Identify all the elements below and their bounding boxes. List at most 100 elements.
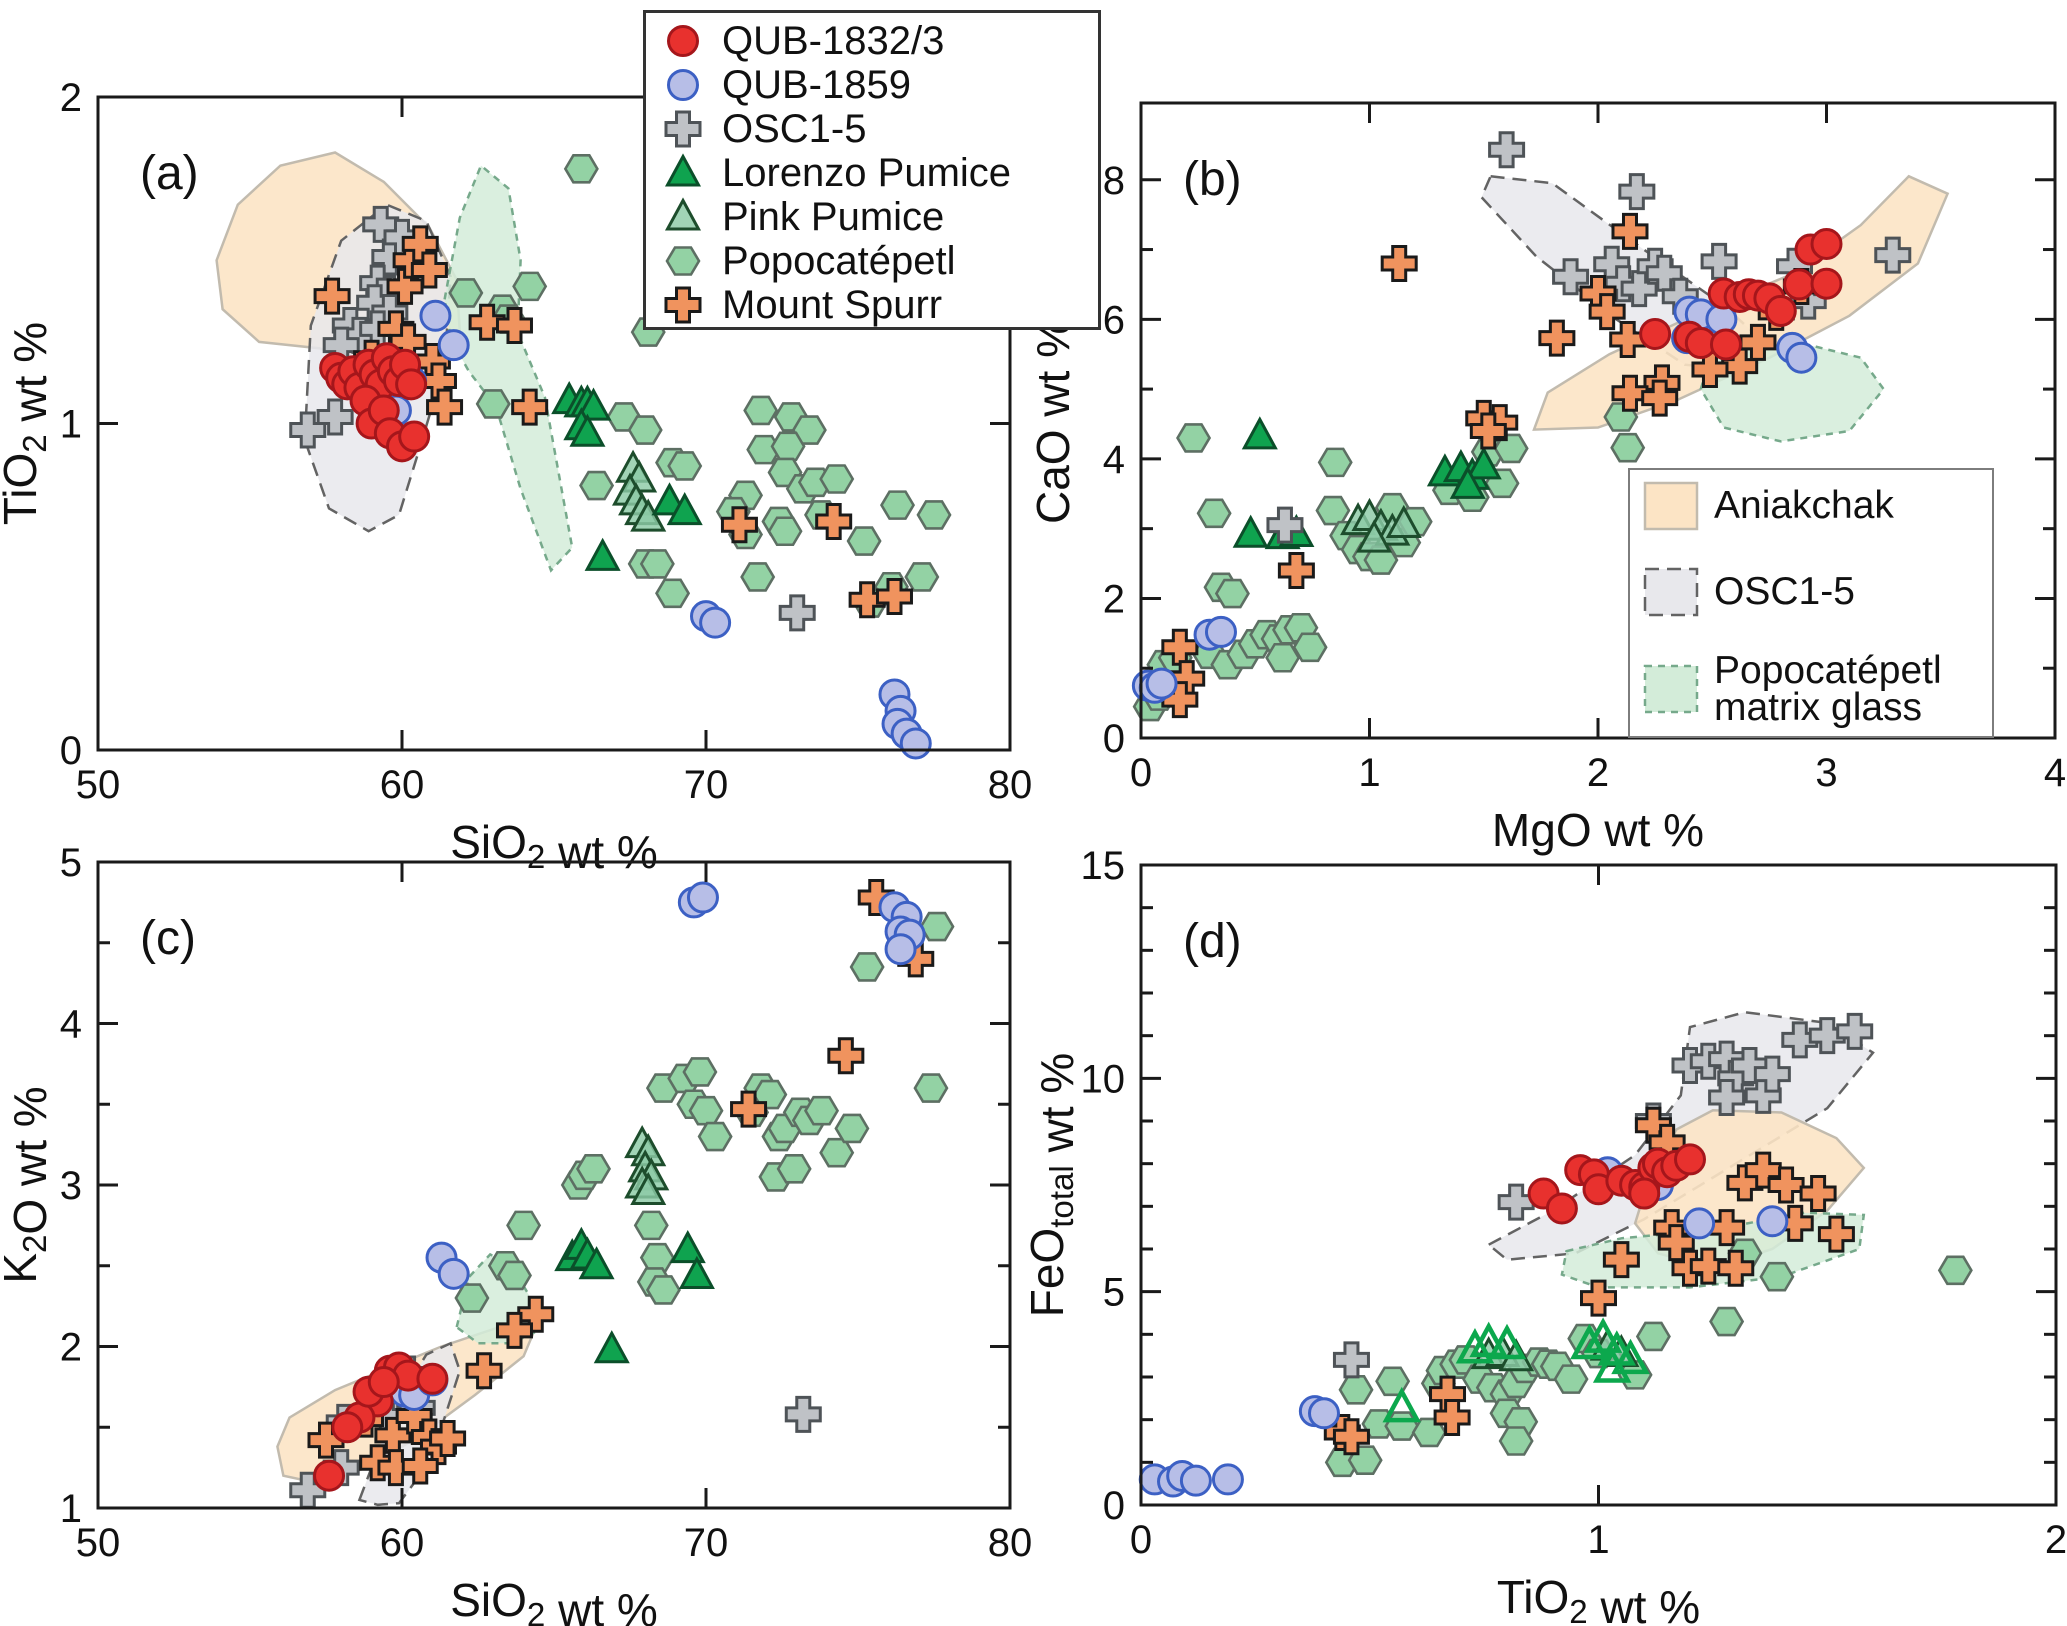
- data-point: [627, 415, 663, 445]
- field-glass: [443, 163, 574, 573]
- qub-1832-3-marker-icon: [667, 25, 699, 57]
- osc1-5-field-swatch: [1643, 567, 1699, 617]
- data-point: [1717, 1249, 1755, 1287]
- data-point: [1628, 1177, 1661, 1210]
- series-pink-pumice: [1340, 497, 1422, 553]
- data-point: [784, 1395, 822, 1433]
- legend-item-qub-1832-3: QUB-1832/3: [656, 19, 1088, 63]
- series-pink-pumice: [611, 449, 667, 532]
- legend-item-mount-spurr: Mount Spurr: [656, 283, 1088, 327]
- legend-item-label: QUB-1832/3: [722, 19, 945, 63]
- data-point: [630, 498, 667, 532]
- data-point: [465, 1352, 503, 1390]
- y-tick-label: 4: [60, 1003, 82, 1047]
- data-point: [1611, 212, 1649, 250]
- legend-item-qub-1859: QUB-1859: [656, 63, 1088, 107]
- data-point: [630, 1171, 667, 1205]
- data-point: [1488, 131, 1526, 169]
- data-point: [448, 278, 484, 308]
- data-point: [655, 578, 691, 609]
- data-point: [1588, 293, 1626, 331]
- y-axis-label: CaO wt %: [1027, 317, 1079, 524]
- popocatepetl-marker-icon: [665, 246, 701, 276]
- panel-c: 50 60 70 80 1 2 3 4 5 SiO2 wt % K2O wt % (c): [0, 841, 1032, 1626]
- mount-spurr-marker-icon: [664, 286, 702, 324]
- data-point: [512, 271, 548, 302]
- data-point: [1709, 328, 1742, 361]
- y-axis-label: K2O wt %: [0, 1086, 56, 1283]
- data-point: [506, 1210, 542, 1241]
- data-point: [899, 727, 932, 760]
- x-tick-label: 60: [380, 1521, 425, 1565]
- data-point: [1204, 615, 1237, 648]
- y-tick-label: 5: [1103, 1271, 1125, 1315]
- x-axis-label: SiO2 wt %: [450, 1574, 658, 1626]
- data-point: [1455, 1328, 1495, 1364]
- data-point: [416, 1362, 449, 1395]
- y-tick-label: 0: [1103, 717, 1125, 761]
- panel-a: 50 60 70 80 0 1 2 SiO2 wt % TiO2 wt % (a): [0, 76, 1032, 878]
- data-point: [1810, 227, 1843, 260]
- data-point: [563, 154, 599, 184]
- data-point: [1277, 552, 1315, 590]
- data-point: [686, 881, 719, 914]
- panel-b: 0 1 2 3 4 0 2 4 6 8 MgO wt % CaO wt % (b): [1027, 101, 2066, 856]
- data-point: [1465, 446, 1502, 480]
- legend-item-label: Popocatépetl: [722, 239, 956, 283]
- x-tick-label: 4: [2044, 751, 2066, 795]
- series-qub-1832-3: [1639, 227, 1843, 361]
- data-point: [1609, 321, 1647, 359]
- data-point: [776, 1154, 812, 1184]
- y-tick-label: 15: [1081, 844, 1126, 888]
- panel-letter: (b): [1183, 153, 1242, 206]
- data-point: [1759, 1261, 1795, 1292]
- data-point: [429, 1420, 467, 1458]
- aniakchak-field-swatch: [1643, 481, 1699, 531]
- data-point: [1497, 1183, 1535, 1221]
- data-point: [916, 500, 952, 530]
- data-point: [697, 1121, 733, 1152]
- legend-item-label: Pink Pumice: [722, 195, 945, 239]
- series-osc1-5: [1266, 131, 1912, 544]
- data-point: [746, 434, 782, 465]
- data-point: [1937, 1255, 1973, 1286]
- data-point: [699, 606, 732, 639]
- data-point: [1583, 1317, 1623, 1353]
- data-point: [579, 470, 615, 501]
- y-tick-label: 10: [1081, 1057, 1126, 1101]
- legend-marker: [664, 286, 702, 324]
- qub-1859-marker-icon: [667, 69, 699, 101]
- data-point: [1620, 270, 1658, 308]
- data-point: [1176, 423, 1212, 453]
- data-point: [919, 911, 955, 942]
- legend-item-pink-pumice: Pink Pumice: [656, 195, 1088, 239]
- data-point: [475, 389, 511, 419]
- data-point: [1767, 1166, 1805, 1204]
- y-tick-label: 1: [60, 1487, 82, 1531]
- data-point: [331, 1411, 364, 1444]
- data-point: [1641, 379, 1679, 417]
- y-tick-label: 1: [60, 403, 82, 447]
- legend-marker: [664, 110, 702, 148]
- data-point: [419, 299, 452, 332]
- data-point: [1602, 1241, 1640, 1279]
- data-point: [1538, 319, 1576, 357]
- y-axis-label: TiO2 wt %: [0, 322, 56, 525]
- data-point: [1196, 498, 1232, 529]
- data-point: [496, 1260, 532, 1291]
- data-point: [1266, 506, 1304, 544]
- data-point: [1552, 258, 1590, 296]
- series-popocat-petl: [454, 911, 955, 1313]
- legend-swatch: [1643, 481, 1699, 531]
- x-tick-label: 2: [2045, 1518, 2067, 1562]
- panel-d: 0 1 2 0 5 10 15 TiO2 wt % FeOtotal wt % (d): [1021, 844, 2067, 1626]
- legend-item-osc1-5: OSC1-5: [656, 107, 1088, 151]
- data-point: [688, 1095, 724, 1126]
- legend-item-label: Mount Spurr: [722, 283, 943, 327]
- data-point: [1356, 519, 1393, 553]
- data-point: [1592, 1347, 1632, 1383]
- data-point: [1380, 244, 1418, 282]
- series-lorenzo-pumice: [554, 1226, 715, 1364]
- legend-item-popocatepetl: Popocatépetl: [656, 239, 1088, 283]
